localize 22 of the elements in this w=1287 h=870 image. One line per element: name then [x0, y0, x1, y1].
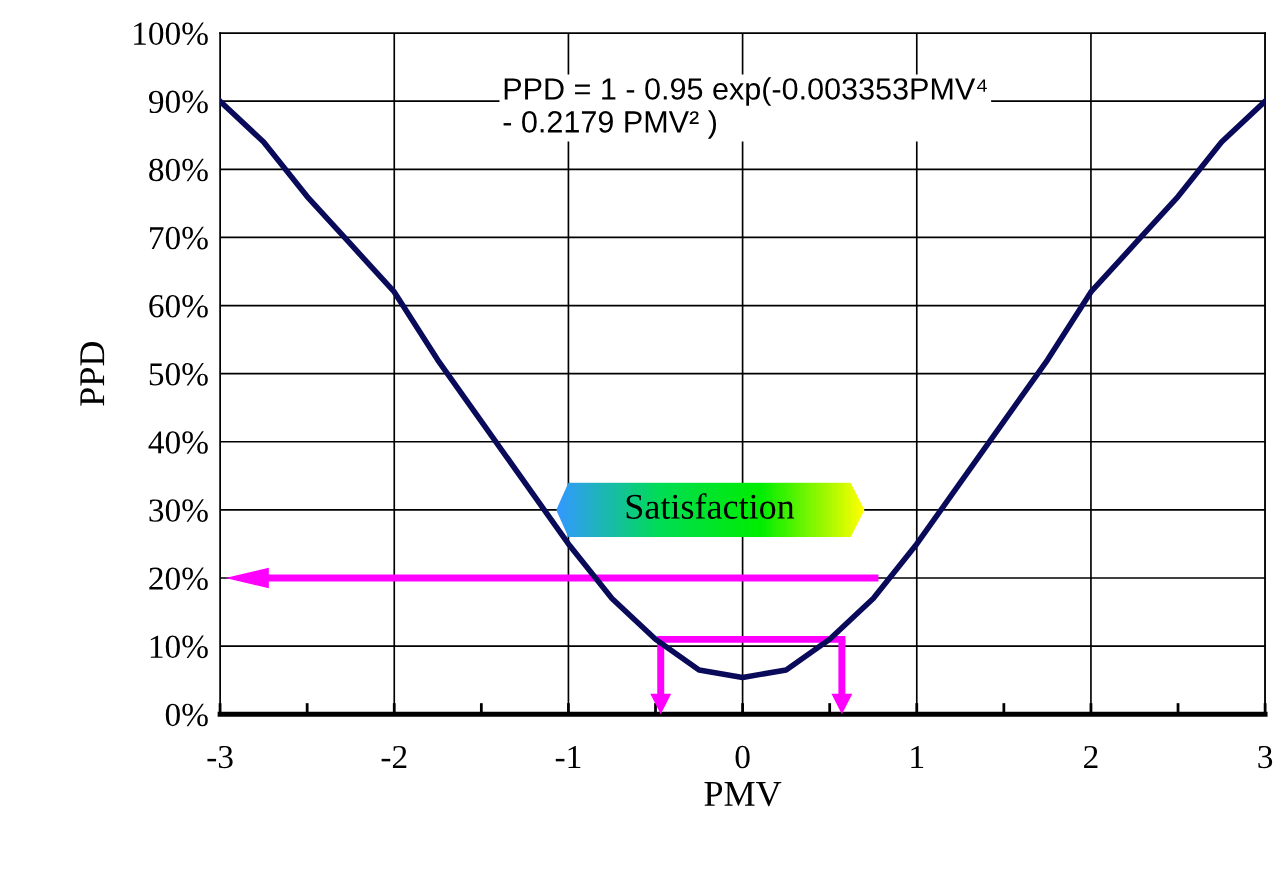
y-tick-label: 100%: [134, 22, 208, 46]
y-tick-label: 40%: [148, 431, 208, 454]
x-tick-label: 0: [735, 745, 750, 769]
x-axis-title: PMV: [704, 782, 782, 807]
y-tick-label: 20%: [149, 567, 208, 591]
y-tick-label: 60%: [149, 294, 208, 318]
y-tick-label: 50%: [149, 363, 208, 386]
y-tick-label: 30%: [149, 499, 208, 522]
y-tick-label: 80%: [149, 158, 208, 182]
x-tick-label: 3: [1258, 745, 1273, 769]
x-tick-label: 1: [911, 745, 924, 768]
y-axis-title: PPD: [80, 341, 105, 406]
y-tick-label: 90%: [148, 90, 208, 114]
annotation: PPD = 1 - 0.95 exp(-0.003353PMV⁴ - 0.2179 PMV² ): [503, 77, 987, 139]
y-tick-label: 70%: [150, 226, 208, 250]
x-tick-label: -1: [555, 745, 581, 768]
x-tick-label: -2: [381, 745, 407, 768]
annotation: Satisfaction: [626, 493, 795, 519]
y-tick-label: 10%: [150, 635, 208, 659]
y-tick-label: 0%: [165, 703, 208, 727]
x-tick-label: 2: [1084, 745, 1098, 768]
x-tick-label: -3: [207, 745, 233, 769]
